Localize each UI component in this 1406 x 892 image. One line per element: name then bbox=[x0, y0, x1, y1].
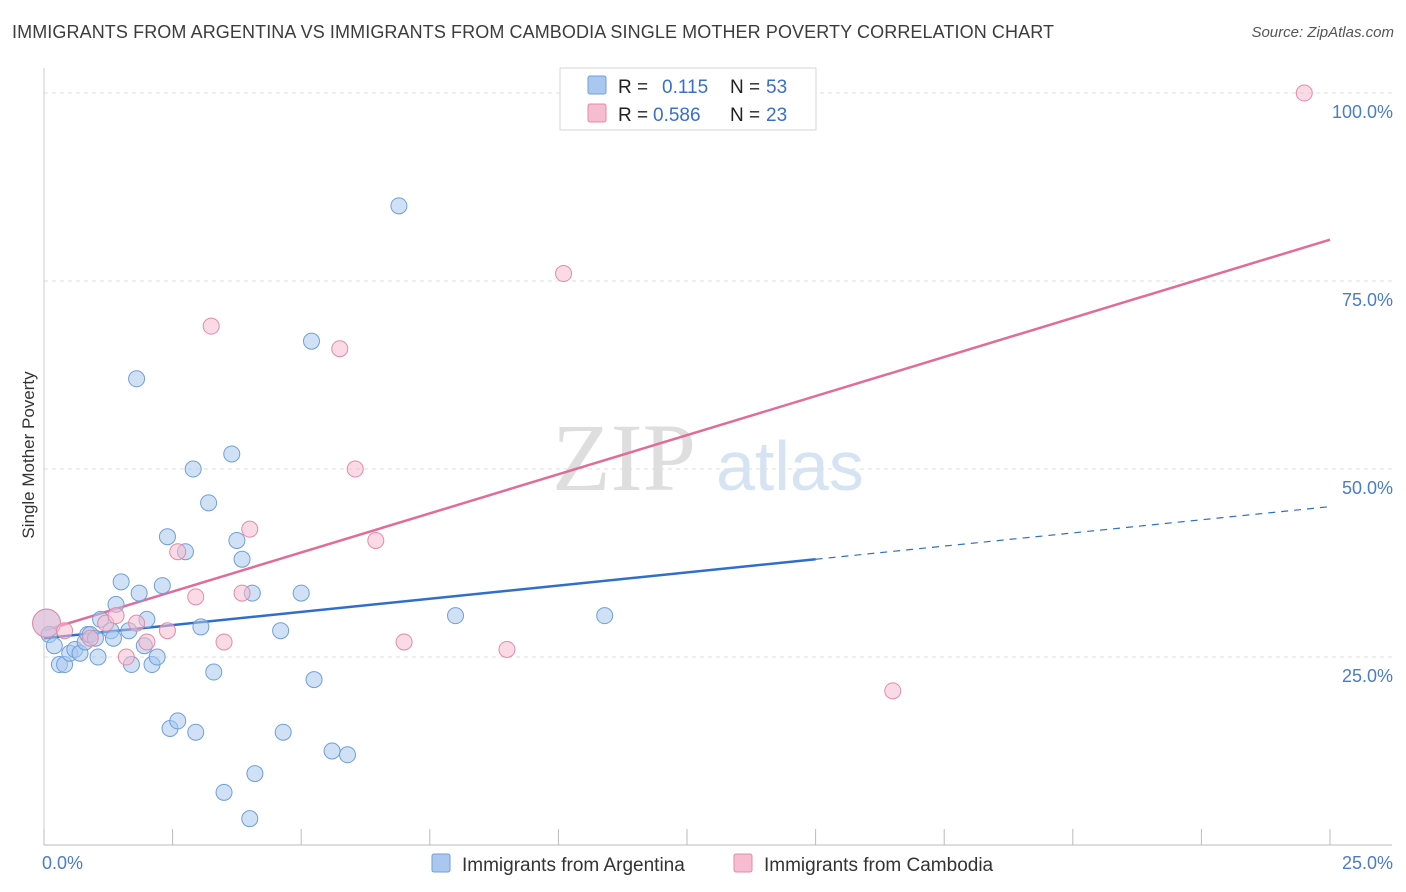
point-argentina-38 bbox=[228, 531, 246, 549]
x-tick-labels: 0.0% 25.0% bbox=[42, 853, 1393, 873]
point-argentina-42 bbox=[246, 765, 264, 783]
chart-title: IMMIGRANTS FROM ARGENTINA VS IMMIGRANTS … bbox=[12, 22, 1055, 42]
point-argentina-50 bbox=[390, 197, 408, 215]
point-argentina-49 bbox=[338, 746, 356, 764]
legend-swatch-cambodia bbox=[587, 103, 607, 123]
trend-line-argentina-extension bbox=[815, 506, 1331, 560]
point-cambodia-8 bbox=[158, 622, 176, 640]
point-cambodia-4 bbox=[107, 607, 125, 625]
source-label: Source: ZipAtlas.com bbox=[1251, 24, 1394, 41]
point-argentina-12 bbox=[89, 648, 107, 666]
legend-n-value-cambodia: 23 bbox=[766, 105, 787, 126]
point-cambodia-19 bbox=[498, 640, 516, 658]
point-cambodia-9 bbox=[169, 543, 187, 561]
stats-legend: R = 0.115 N = 53 R = 0.586 N = 23 bbox=[559, 67, 817, 131]
point-argentina-33 bbox=[192, 618, 210, 636]
watermark-atlas: atlas bbox=[716, 427, 864, 505]
point-argentina-29 bbox=[169, 712, 187, 730]
point-cambodia-22 bbox=[1295, 84, 1313, 102]
point-argentina-35 bbox=[205, 663, 223, 681]
legend-r-value-cambodia: 0.586 bbox=[653, 105, 701, 126]
point-argentina-20 bbox=[128, 370, 146, 388]
point-argentina-2 bbox=[45, 637, 63, 655]
point-argentina-46 bbox=[302, 332, 320, 350]
point-cambodia-16 bbox=[346, 460, 364, 478]
point-argentina-32 bbox=[187, 723, 205, 741]
point-argentina-25 bbox=[148, 648, 166, 666]
legend-n-label-cambodia: N = bbox=[730, 105, 760, 126]
scatter-points bbox=[32, 84, 1313, 828]
trend-line-argentina bbox=[43, 558, 816, 640]
y-axis-label: Single Mother Poverty bbox=[19, 371, 38, 539]
point-cambodia-17 bbox=[367, 531, 385, 549]
point-cambodia-1 bbox=[56, 622, 74, 640]
series-legend: Immigrants from Argentina Immigrants fro… bbox=[431, 853, 994, 876]
point-argentina-43 bbox=[272, 622, 290, 640]
point-cambodia-6 bbox=[128, 614, 146, 632]
series-legend-swatch-argentina bbox=[431, 853, 451, 873]
point-argentina-31 bbox=[184, 460, 202, 478]
y-tick-label-3: 100.0% bbox=[1332, 102, 1393, 122]
legend-swatch-argentina bbox=[587, 75, 607, 95]
point-cambodia-10 bbox=[187, 588, 205, 606]
y-tick-label-0: 25.0% bbox=[1342, 666, 1393, 686]
point-cambodia-2 bbox=[81, 629, 99, 647]
point-argentina-52 bbox=[596, 607, 614, 625]
point-cambodia-13 bbox=[233, 584, 251, 602]
point-cambodia-7 bbox=[138, 633, 156, 651]
point-argentina-40 bbox=[241, 810, 259, 828]
point-argentina-37 bbox=[223, 445, 241, 463]
point-argentina-39 bbox=[233, 550, 251, 568]
point-cambodia-14 bbox=[241, 520, 259, 538]
legend-n-value-argentina: 53 bbox=[766, 77, 787, 98]
y-tick-labels: 25.0% 50.0% 75.0% 100.0% bbox=[1332, 102, 1393, 686]
point-cambodia-11 bbox=[202, 317, 220, 335]
point-argentina-26 bbox=[153, 577, 171, 595]
grid-lines bbox=[44, 92, 1392, 658]
legend-r-value-argentina: 0.115 bbox=[662, 77, 708, 98]
y-tick-label-1: 50.0% bbox=[1342, 478, 1393, 498]
trend-line-cambodia bbox=[43, 238, 1331, 632]
axes bbox=[43, 68, 1392, 846]
point-argentina-21 bbox=[130, 584, 148, 602]
point-argentina-27 bbox=[158, 528, 176, 546]
point-argentina-36 bbox=[215, 783, 233, 801]
series-legend-swatch-cambodia bbox=[733, 853, 753, 873]
point-cambodia-21 bbox=[884, 682, 902, 700]
x-tick-label-0: 0.0% bbox=[42, 853, 83, 873]
point-argentina-15 bbox=[104, 629, 122, 647]
point-argentina-47 bbox=[305, 671, 323, 689]
legend-r-label-cambodia: R = bbox=[618, 105, 648, 126]
point-argentina-48 bbox=[323, 742, 341, 760]
point-cambodia-20 bbox=[555, 265, 573, 283]
watermark-zip: ZIP bbox=[552, 404, 696, 511]
point-cambodia-0 bbox=[32, 608, 62, 638]
point-cambodia-18 bbox=[395, 633, 413, 651]
series-legend-label-argentina: Immigrants from Argentina bbox=[462, 855, 685, 876]
point-cambodia-15 bbox=[331, 340, 349, 358]
legend-r-label-argentina: R = bbox=[618, 77, 648, 98]
series-legend-label-cambodia: Immigrants from Cambodia bbox=[764, 855, 994, 876]
x-tick-label-1: 25.0% bbox=[1342, 853, 1393, 873]
point-cambodia-12 bbox=[215, 633, 233, 651]
point-argentina-51 bbox=[447, 607, 465, 625]
legend-n-label-argentina: N = bbox=[730, 77, 760, 98]
point-argentina-34 bbox=[200, 494, 218, 512]
point-argentina-17 bbox=[112, 573, 130, 591]
point-argentina-45 bbox=[292, 584, 310, 602]
y-tick-label-2: 75.0% bbox=[1342, 290, 1393, 310]
point-cambodia-5 bbox=[117, 648, 135, 666]
point-argentina-44 bbox=[274, 723, 292, 741]
